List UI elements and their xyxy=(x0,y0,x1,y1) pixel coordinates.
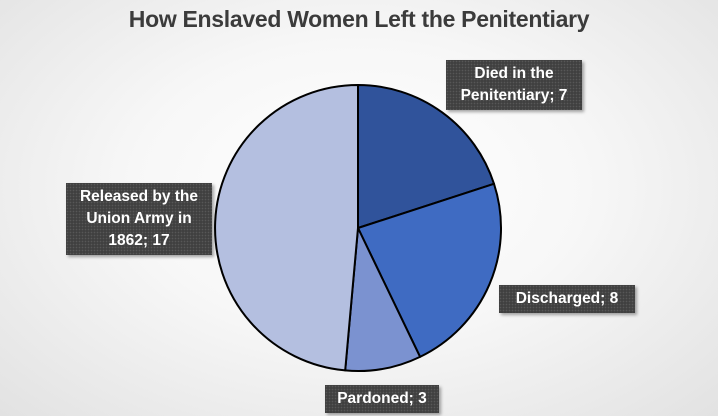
data-label-discharged: Discharged; 8 xyxy=(499,285,635,313)
slice-discharged xyxy=(357,182,502,358)
slice-released xyxy=(214,84,359,372)
chart-title: How Enslaved Women Left the Penitentiary xyxy=(128,6,590,32)
data-label-released: Released by the Union Army in 1862; 17 xyxy=(66,183,212,255)
slice-died xyxy=(357,84,495,229)
data-label-died: Died in the Penitentiary; 7 xyxy=(446,60,582,110)
data-label-pardoned: Pardoned; 3 xyxy=(325,385,439,413)
